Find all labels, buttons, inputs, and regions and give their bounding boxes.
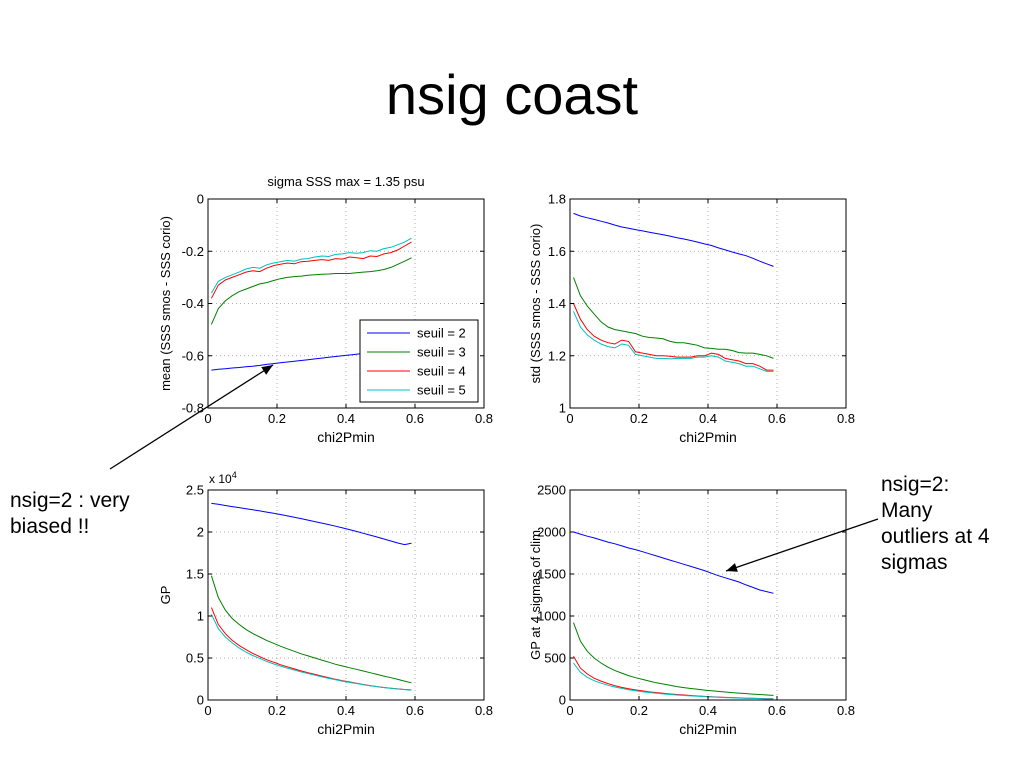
x-tick-label: 0 <box>204 411 211 426</box>
legend: seuil = 2 seuil = 3 seuil = 4 seuil = 5 <box>359 319 479 403</box>
x-axis-label: chi2Pmin <box>317 429 375 445</box>
y-tick-label: 1500 <box>537 567 566 582</box>
series-line-seuil-3 <box>210 575 412 684</box>
x-tick-label: 0.6 <box>406 411 424 426</box>
y-tick-label: 1.4 <box>548 296 566 311</box>
y-tick-label: 1.2 <box>548 348 566 363</box>
y-tick-label: 0 <box>559 693 566 708</box>
series-line-seuil-2 <box>211 502 412 546</box>
annotation-line: Many <box>881 499 933 522</box>
y-axis-label: GP <box>158 586 173 605</box>
legend-label: seuil = 4 <box>417 364 466 379</box>
y-tick-label: 1.6 <box>548 244 566 259</box>
y-tick-label: 0 <box>197 192 204 207</box>
x-axis-label: chi2Pmin <box>317 721 375 737</box>
x-tick-label: 0.6 <box>406 703 424 718</box>
y-tick-label: 500 <box>544 651 566 666</box>
y-tick-label: 0 <box>197 693 204 708</box>
chart-std: 0 0.2 0.4 0.6 0.8 1 1.2 1.4 1.6 1.8 chi2Pmin std (S… <box>528 192 855 446</box>
legend-label: seuil = 2 <box>417 326 466 341</box>
series-line-seuil-5 <box>210 614 412 691</box>
y-tick-label: -0.8 <box>182 401 204 416</box>
y-tick-label: 1.8 <box>548 192 566 207</box>
y-tick-label: 2000 <box>537 525 566 540</box>
x-tick-label: 0.8 <box>837 703 855 718</box>
x-tick-label: 0.2 <box>630 703 648 718</box>
arrow-shaft <box>725 518 879 572</box>
series-line-seuil-5 <box>573 311 774 372</box>
series-line-seuil-2 <box>573 531 774 594</box>
x-tick-label: 0.6 <box>768 411 786 426</box>
x-tick-label: 0 <box>566 703 573 718</box>
x-tick-label: 0.8 <box>475 411 493 426</box>
legend-label: seuil = 5 <box>417 383 466 398</box>
y-multiplier-label: x 104 <box>209 470 237 486</box>
series-line-seuil-5 <box>573 662 774 700</box>
x-tick-label: 0.4 <box>699 411 717 426</box>
y-tick-label: 1 <box>559 401 566 416</box>
chart-title: sigma SSS max = 1.35 psu <box>267 174 424 189</box>
annotation-line: biased !! <box>10 515 90 538</box>
arrow-nsig2-biased <box>109 364 274 470</box>
series-line-seuil-4 <box>573 303 774 371</box>
chart-gp4: 0 0.2 0.4 0.6 0.8 0 500 1000 1500 2000 2500 chi2Pmi… <box>528 483 855 738</box>
y-multiplier-exponent: 4 <box>232 470 237 480</box>
legend-box <box>359 319 479 403</box>
y-axis-label: mean (SSS smos - SSS corio) <box>158 216 173 391</box>
chart-gp: 0 0.2 0.4 0.6 0.8 0 0.5 1 1.5 2 2.5 x 104 chi2Pmin GP <box>158 470 493 737</box>
annotation-line: nsig=2 : very <box>10 489 130 512</box>
x-tick-label: 0.4 <box>337 411 355 426</box>
x-tick-label: 0.2 <box>268 703 286 718</box>
y-axis-label: GP at 4 sigmas of clim <box>528 530 543 660</box>
x-tick-label: 0.2 <box>268 411 286 426</box>
annotation-line: sigmas <box>881 551 948 574</box>
y-tick-label: 0.5 <box>186 651 204 666</box>
x-axis-label: chi2Pmin <box>679 429 737 445</box>
arrow-head <box>726 563 738 572</box>
series-line-seuil-5 <box>210 237 412 294</box>
series-line-seuil-3 <box>573 277 774 359</box>
arrow-shaft <box>109 364 274 470</box>
y-tick-label: -0.2 <box>182 244 204 259</box>
series-line-seuil-3 <box>573 622 774 696</box>
y-axis-label: std (SSS smos - SSS corio) <box>528 224 543 384</box>
x-axis-label: chi2Pmin <box>679 721 737 737</box>
chart-mean: 0 0.2 0.4 0.6 0.8 -0.8 -0.6 -0.4 -0.2 0 sigma SSS … <box>158 174 493 445</box>
annotation-nsig2-outliers: nsig=2: Many outliers at 4 sigmas <box>881 472 1021 576</box>
arrow-nsig2-outliers <box>725 518 879 572</box>
y-tick-label: -0.6 <box>182 348 204 363</box>
x-tick-label: 0.4 <box>337 703 355 718</box>
series-line-seuil-2 <box>573 212 774 267</box>
y-tick-label: -0.4 <box>182 296 204 311</box>
y-tick-label: 2500 <box>537 483 566 498</box>
series-line-seuil-4 <box>210 241 412 299</box>
x-tick-label: 0 <box>566 411 573 426</box>
annotation-line: outliers at 4 <box>881 525 990 548</box>
x-tick-label: 0.4 <box>699 703 717 718</box>
x-tick-label: 0.2 <box>630 411 648 426</box>
y-tick-label: 1.5 <box>186 567 204 582</box>
annotation-line: nsig=2: <box>881 473 950 496</box>
y-tick-label: 1 <box>197 609 204 624</box>
slide-title: nsig coast <box>385 63 639 126</box>
x-tick-label: 0.8 <box>837 411 855 426</box>
arrow-head <box>261 365 273 375</box>
annotation-arrows <box>109 364 879 572</box>
y-tick-label: 1000 <box>537 609 566 624</box>
y-tick-label: 2 <box>197 525 204 540</box>
y-tick-label: 2.5 <box>186 483 204 498</box>
x-tick-label: 0.8 <box>475 703 493 718</box>
legend-label: seuil = 3 <box>417 345 466 360</box>
x-tick-label: 0 <box>204 703 211 718</box>
x-tick-label: 0.6 <box>768 703 786 718</box>
annotation-nsig2-biased: nsig=2 : very biased !! <box>10 488 170 540</box>
series-line-seuil-3 <box>210 257 412 325</box>
